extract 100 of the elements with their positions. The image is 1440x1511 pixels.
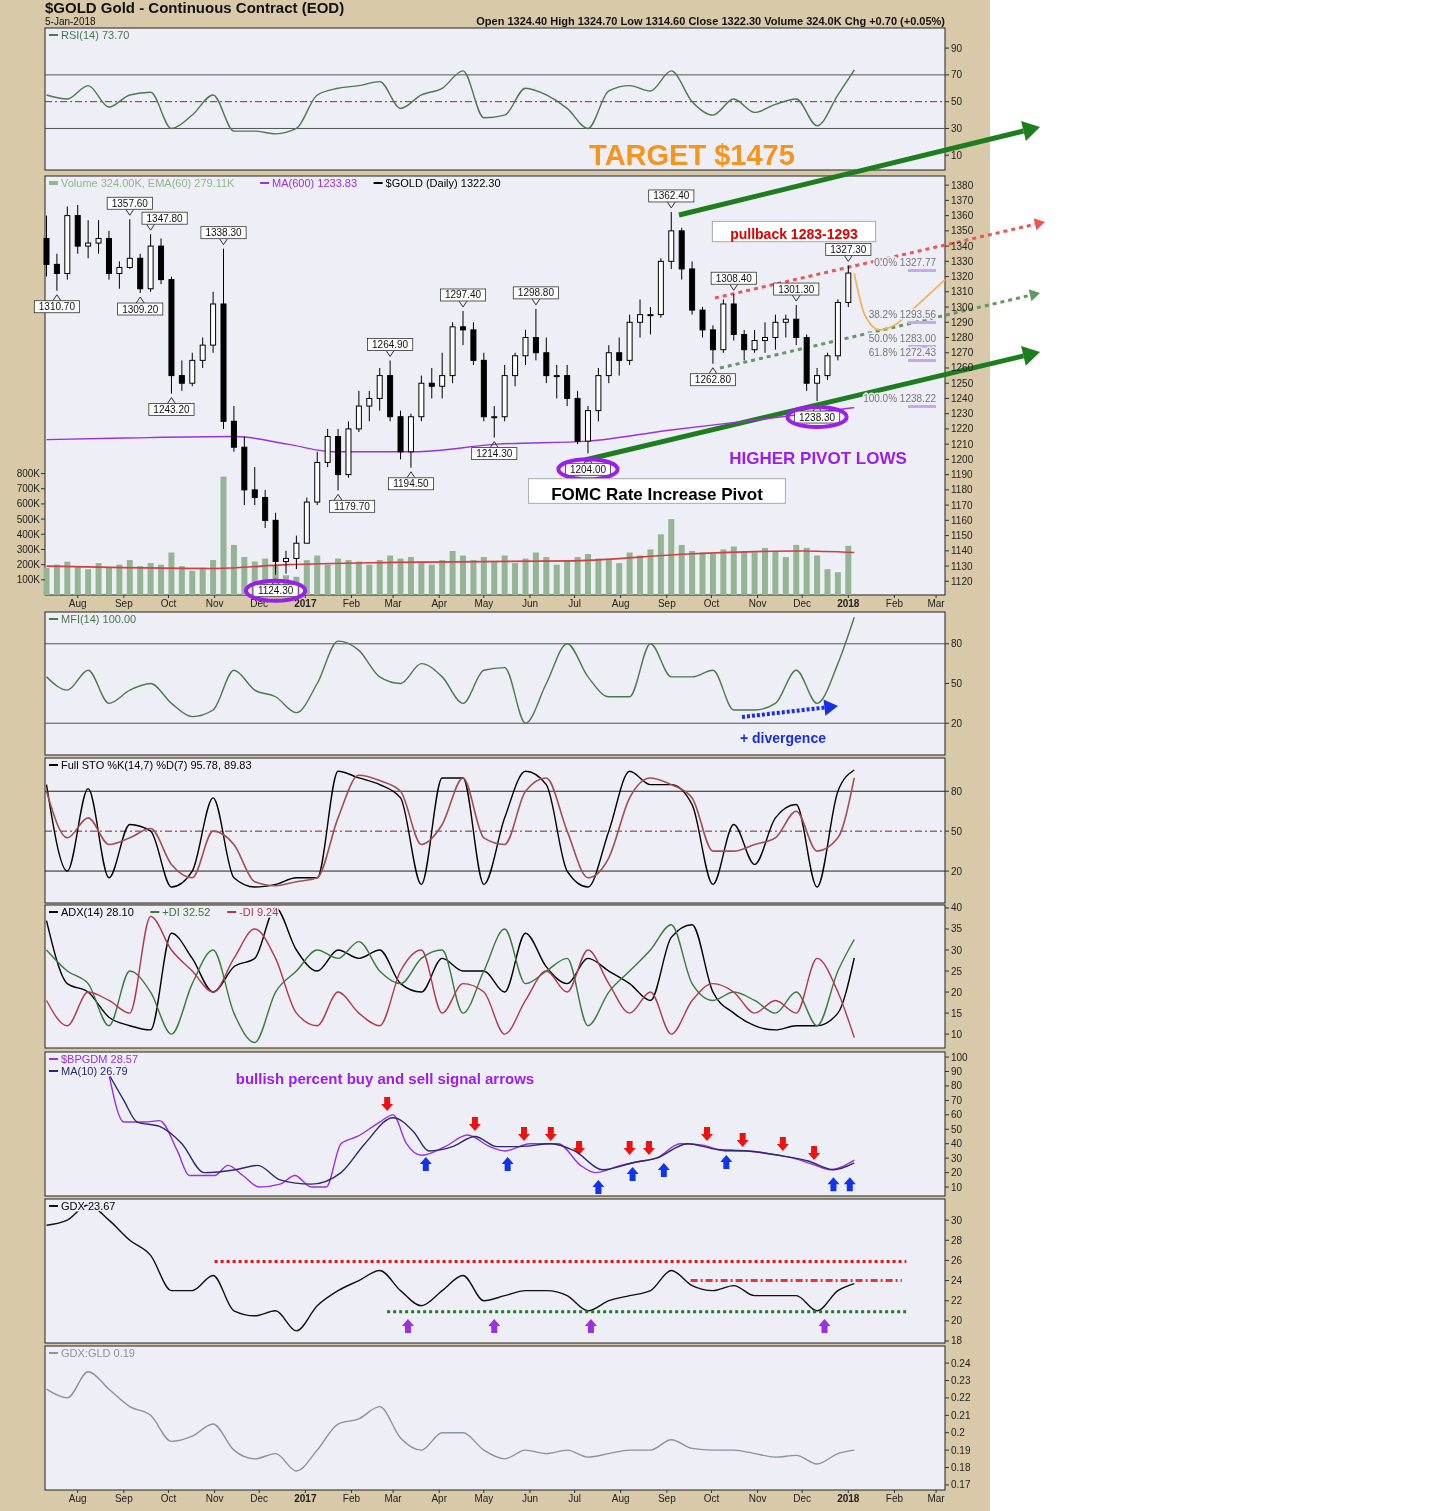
point [843,1177,856,1192]
annotation: 1327.30 [830,243,867,255]
y-tick-label: 1330 [951,255,974,267]
bar [230,544,237,595]
annotation: 1357.60 [111,197,149,209]
bar [324,564,331,595]
y-tick-label: 0.24 [951,1357,971,1369]
y-tick-label: 80 [951,785,963,797]
bar [137,566,144,595]
y-tick-label: 1170 [951,499,973,511]
x-tick-label: Sep [114,1493,134,1504]
x-tick-label: Feb [885,598,904,609]
candlestick [366,390,373,422]
x-tick-label: Sep [657,1493,677,1504]
y-tick-label: 25 [951,965,963,977]
candlestick [772,314,779,351]
bar [449,550,456,595]
point [808,1145,821,1160]
y2-tick-label: 300K [16,543,41,555]
annotation: bullish percent buy and sell signal arrows [235,1070,535,1088]
candlestick [814,367,821,402]
chart-subtitle: 5-Jan-2018 [45,16,97,27]
x-tick-label: Apr [431,1493,448,1504]
legend-label: RSI(14) 73.70 [61,29,130,41]
x-tick-label: Mar [384,598,403,609]
x-tick-label: Nov [748,1493,767,1504]
x-tick-label: 2017 [294,1493,317,1504]
x-tick-label: May [474,598,494,609]
bar [668,519,675,595]
y-tick-label: 1130 [951,560,973,572]
bar [355,561,362,595]
legend-label: MA(10) 26.79 [61,1065,128,1077]
y-tick-label: 10 [951,1028,963,1040]
y2-tick-label: 700K [16,483,41,495]
bar [439,560,446,595]
bar [574,557,581,595]
y-tick-label: 22 [951,1295,963,1307]
annotation: 1347.80 [146,212,184,224]
point [544,1126,557,1141]
legend-label: GDX 23.67 [61,1200,116,1212]
y2-tick-label: 200K [16,559,41,571]
x-tick-label: Oct [703,598,720,609]
bar [491,561,498,595]
bar [95,563,102,595]
annotation: 1298.80 [517,287,555,299]
candlestick [782,314,789,339]
bar [126,560,133,595]
bar [178,566,185,595]
y-tick-label: 1320 [951,271,974,283]
y-tick-label: 20 [951,986,963,998]
candlestick [564,364,571,407]
chart-title: $GOLD Gold - Continuous Contract (EOD) [45,0,345,16]
y-tick-label: 10 [951,149,963,161]
annotation: 1310.70 [38,301,76,313]
y-tick-label: 1380 [951,179,974,191]
y-tick-label: 15 [951,1007,963,1019]
bar [397,558,404,595]
y-tick-label: 0.19 [951,1444,971,1456]
annotation: 1308.40 [715,272,753,284]
y-tick-label: 90 [951,1066,963,1077]
y-tick-label: 1270 [951,347,974,359]
annotation: + divergence [740,729,827,746]
y-tick-label: 30 [951,1214,963,1226]
y-tick-label: 0.2 [951,1427,966,1439]
y2-tick-label: 100K [16,574,41,586]
candlestick [251,466,258,506]
y-tick-label: 1220 [951,423,974,435]
point [381,1097,394,1111]
y-tick-label: 30 [951,122,963,134]
y-tick-label: 30 [951,944,963,956]
bar [480,557,487,595]
y-tick-label: 40 [951,902,963,914]
line-series [45,1371,855,1472]
bar [751,552,758,595]
x-tick-label: Mar [927,1493,946,1504]
x-tick-label: Mar [927,598,946,609]
candlestick [282,550,289,575]
candlestick [553,364,560,399]
bar [366,564,373,595]
bar [418,561,425,595]
bar [470,560,477,595]
y-tick-label: 1140 [951,545,973,557]
bar [564,560,571,595]
annotation: 1238.30 [798,411,836,423]
x-tick-label: May [474,1493,494,1504]
point [657,1163,670,1177]
x-tick-label: Aug [68,1493,87,1504]
line-series [45,550,856,570]
bar [428,564,435,595]
annotation: 1204.00 [569,463,607,475]
y-tick-label: 1300 [951,301,974,313]
y-tick-label: 50 [951,96,963,108]
annotation: 1179.70 [334,500,371,512]
bar [64,561,71,595]
y-tick-label: 70 [951,1094,963,1106]
y-tick-label: 0.18 [951,1462,971,1474]
legend-label: MA(600) 1233.83 [272,177,358,189]
candlestick [522,329,529,366]
annotation: 1194.50 [393,478,430,490]
bar [845,545,852,595]
